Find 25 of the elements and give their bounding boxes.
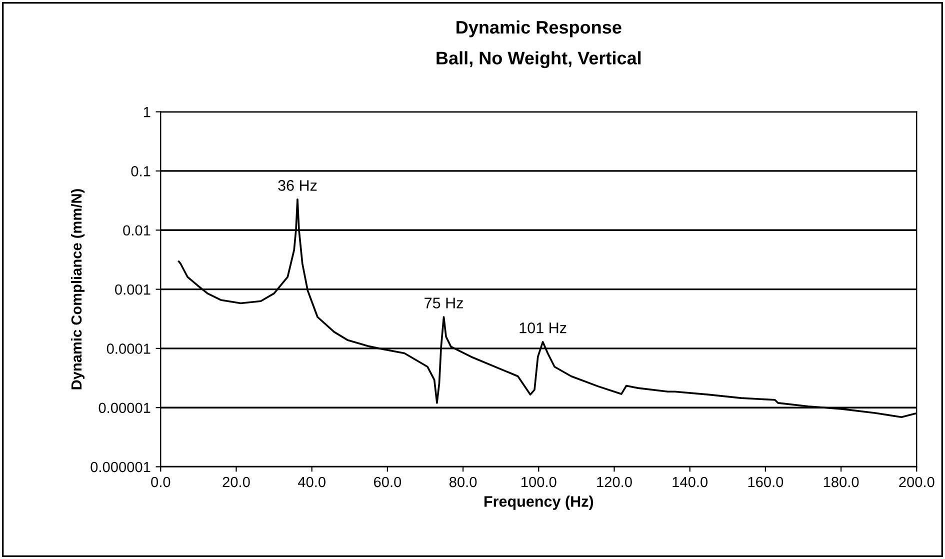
x-tick-label: 40.0 <box>298 476 326 488</box>
y-tick-label: 0.000001 <box>90 462 150 472</box>
x-tick-label: 180.0 <box>824 476 859 488</box>
annotation: 101 Hz <box>520 322 566 334</box>
x-tick-label: 140.0 <box>672 476 708 488</box>
x-tick-label: 200.0 <box>899 476 934 488</box>
y-tick-label: 0.01 <box>123 225 150 236</box>
annotation: 36 Hz <box>278 180 317 191</box>
y-tick-label: 0.1 <box>131 166 150 176</box>
x-tick-label: 160.0 <box>748 476 784 488</box>
y-tick-label: 1 <box>144 107 150 118</box>
y-axis-title: Dynamic Compliance (mm/N) <box>70 189 85 390</box>
y-tick-label: 0.00001 <box>98 402 150 414</box>
chart-title: Dynamic Response <box>456 20 622 38</box>
annotation: 75 Hz <box>424 298 463 308</box>
x-tick-label: 100.0 <box>522 476 556 488</box>
x-tick-label: 120.0 <box>597 476 632 488</box>
x-tick-label: 80.0 <box>449 476 477 488</box>
y-tick-label: 0.001 <box>115 284 150 295</box>
x-tick-label: 20.0 <box>222 476 250 488</box>
chart-subtitle: Ball, No Weight, Vertical <box>436 51 641 68</box>
x-axis-title: Frequency (Hz) <box>484 496 594 510</box>
x-tick-label: 0.0 <box>151 476 170 488</box>
x-tick-label: 60.0 <box>374 476 402 488</box>
y-tick-label: 0.0001 <box>106 344 150 354</box>
